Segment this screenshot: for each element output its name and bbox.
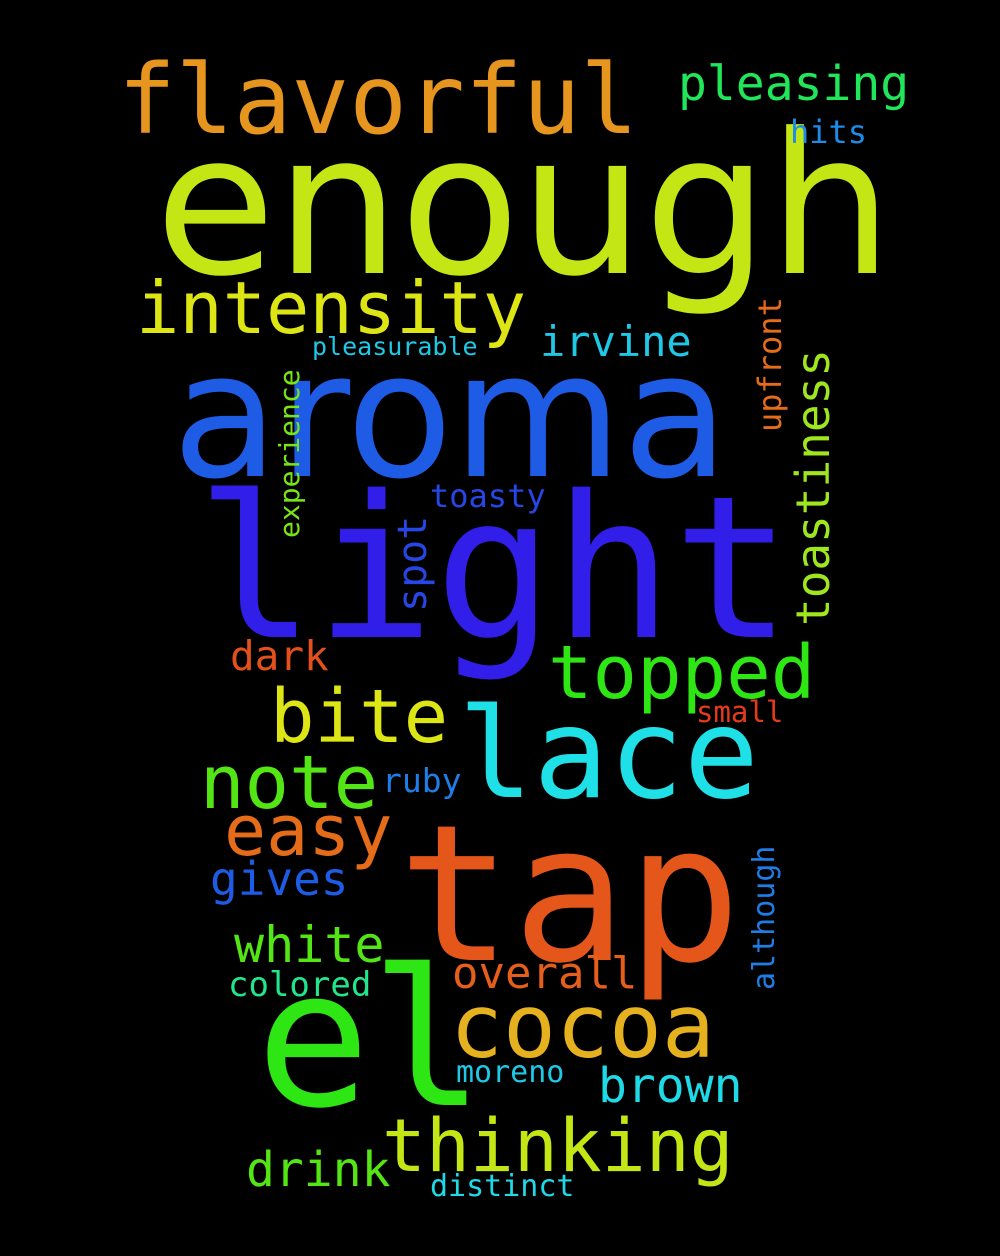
word-toasty: toasty bbox=[430, 477, 546, 515]
word-toastiness: toastiness bbox=[786, 349, 840, 626]
word-moreno: moreno bbox=[456, 1055, 565, 1090]
word-lace: lace bbox=[458, 682, 760, 827]
word-upfront: upfront bbox=[751, 297, 789, 432]
word-note: note bbox=[200, 740, 379, 826]
word-white: white bbox=[234, 916, 385, 974]
word-easy: easy bbox=[224, 790, 393, 872]
word-colored: colored bbox=[228, 965, 372, 1005]
word-flavorful: flavorful bbox=[118, 44, 639, 156]
word-bite: bite bbox=[270, 674, 449, 760]
word-small: small bbox=[696, 695, 784, 729]
word-overall: overall bbox=[452, 948, 638, 999]
word-el: el bbox=[256, 929, 485, 1150]
word-intensity: intensity bbox=[136, 266, 527, 350]
word-dark: dark bbox=[230, 632, 329, 680]
word-pleasing: pleasing bbox=[678, 56, 910, 112]
word-spot: spot bbox=[390, 515, 436, 612]
word-ruby: ruby bbox=[382, 761, 462, 800]
word-pleasurable: pleasurable bbox=[312, 332, 478, 361]
word-topped: topped bbox=[548, 630, 816, 716]
word-although: although bbox=[747, 845, 782, 991]
word-enough: enough bbox=[155, 92, 893, 320]
word-aroma: aroma bbox=[172, 315, 729, 518]
word-drink: drink bbox=[246, 1142, 391, 1198]
word-distinct: distinct bbox=[430, 1169, 575, 1204]
word-brown: brown bbox=[598, 1058, 743, 1114]
word-gives: gives bbox=[210, 852, 349, 906]
word-cocoa: cocoa bbox=[450, 975, 715, 1078]
word-hits: hits bbox=[790, 113, 868, 151]
word-light: light bbox=[196, 453, 793, 684]
word-tap: tap bbox=[398, 784, 742, 1005]
word-irvine: irvine bbox=[540, 317, 692, 366]
word-thinking: thinking bbox=[382, 1104, 734, 1189]
word-experience: experience bbox=[273, 369, 306, 538]
